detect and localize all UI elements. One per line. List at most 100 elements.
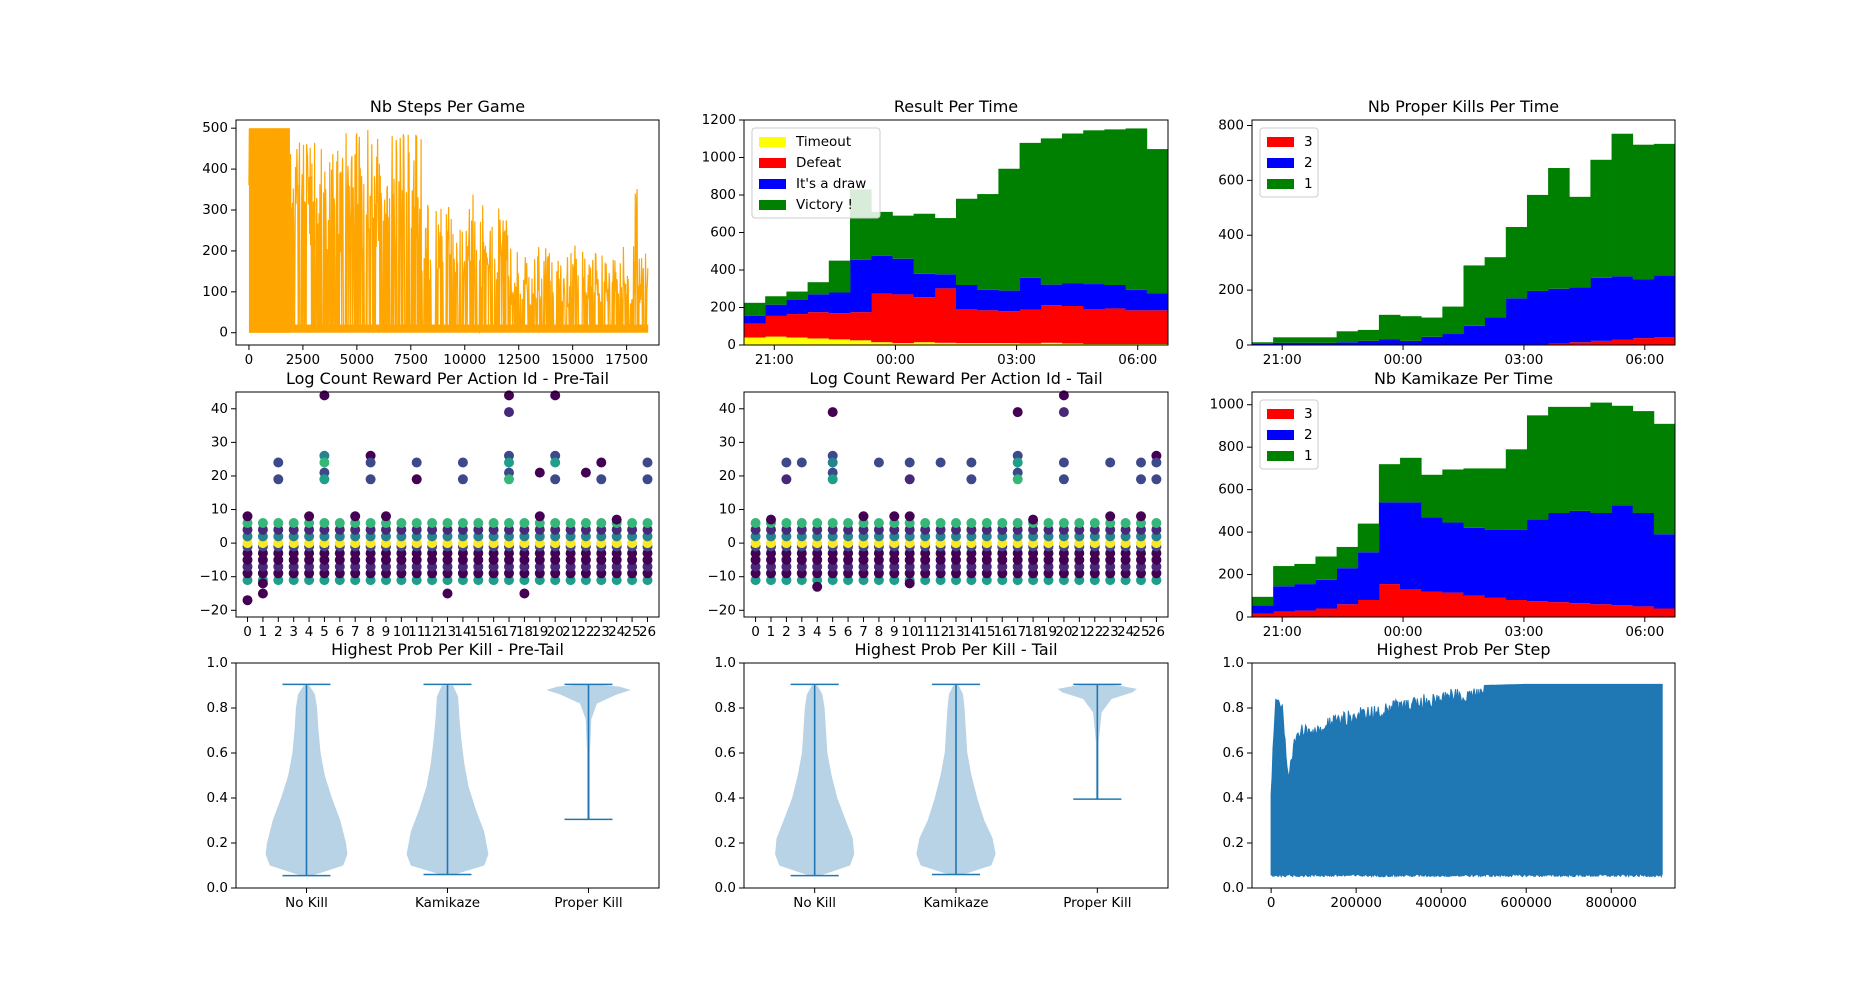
scatter-point (550, 457, 561, 468)
x-tick-label: 25 (623, 624, 640, 640)
bar-2 (1336, 342, 1359, 345)
bar-2 (1378, 339, 1401, 345)
legend-swatch (759, 158, 786, 168)
y-tick-label: 0.4 (715, 790, 736, 806)
scatter-point (457, 457, 468, 468)
bar-it-s-a-draw (850, 259, 872, 313)
bar-3 (1505, 600, 1528, 617)
x-tick-label: 00:00 (1384, 624, 1423, 640)
x-tick-label: 0 (751, 624, 760, 640)
y-tick-label: 400 (1218, 227, 1244, 243)
bar-2 (1526, 290, 1549, 345)
chart-title: Log Count Reward Per Action Id - Pre-Tai… (286, 369, 609, 388)
scatter-point (242, 595, 253, 606)
chart-result: Result Per Time 0 200 400 600 800 1000 1200 21:0… (702, 97, 1169, 368)
x-tick-label: 00:00 (1384, 352, 1423, 368)
x-tick-label: 26 (639, 624, 656, 640)
scatter-point (288, 518, 299, 528)
steps-base-band (248, 324, 649, 333)
scatter-point (781, 457, 792, 468)
bar-it-s-a-draw (934, 274, 957, 289)
x-tick-label: 13 (439, 624, 456, 640)
scatter-point (904, 474, 915, 485)
bar-1 (1357, 329, 1380, 341)
bar-2 (1569, 287, 1591, 343)
bar-1 (1463, 468, 1486, 528)
bar-2 (1442, 522, 1464, 593)
bar-3 (1653, 337, 1676, 345)
x-tick-label: 2500 (286, 352, 320, 368)
bar-3 (1378, 584, 1401, 617)
bar-3 (1315, 608, 1337, 617)
bar-1 (1442, 306, 1464, 335)
scatter-point (935, 457, 946, 468)
scatter-point (411, 474, 422, 485)
bar-1 (1569, 406, 1591, 511)
bar-3 (1569, 603, 1591, 617)
scatter-point (257, 588, 268, 599)
legend-swatch (759, 179, 786, 189)
chart-title: Highest Prob Per Kill - Pre-Tail (331, 640, 564, 659)
bar-victory (1062, 133, 1084, 284)
scatter-point (796, 457, 807, 468)
x-tick-label: 06:00 (1118, 352, 1157, 368)
bar-1 (1653, 143, 1676, 276)
scatter-point (611, 514, 622, 525)
scatter-point (1058, 407, 1069, 418)
bar-defeat (956, 309, 978, 344)
scatter-point (935, 518, 946, 528)
bar-victory (934, 218, 957, 275)
scatter-point (365, 518, 376, 528)
bar-2 (1632, 512, 1655, 607)
x-tick-label: 6 (844, 624, 853, 640)
scatter-point (1151, 518, 1162, 528)
y-tick-label: 20 (719, 468, 736, 484)
x-tick-label: 16 (994, 624, 1011, 640)
bar-victory (956, 198, 978, 285)
y-tick-label: 300 (202, 202, 228, 218)
bar-1 (1611, 405, 1634, 506)
bar-2 (1357, 552, 1380, 601)
bar-timeout (1062, 343, 1084, 345)
y-tick-label: 1.0 (1223, 655, 1244, 671)
x-tick-label: 23 (1102, 624, 1119, 640)
bar-2 (1505, 529, 1528, 601)
x-tick-label: 12 (932, 624, 949, 640)
bar-2 (1294, 342, 1316, 345)
bar-timeout (786, 337, 808, 345)
scatter-point (396, 518, 407, 528)
axes-frame (235, 119, 660, 346)
scatter-point (1074, 518, 1085, 528)
x-tick-label: 21 (562, 624, 579, 640)
bar-2 (1378, 502, 1401, 585)
x-tick-label: 17500 (605, 352, 648, 368)
bar-3 (1653, 608, 1676, 617)
bar-1 (1548, 168, 1570, 289)
bar-1 (1252, 596, 1274, 606)
scatter-point (796, 518, 807, 528)
bar-1 (1526, 194, 1549, 291)
bar-victory (786, 291, 808, 300)
bar-it-s-a-draw (786, 300, 808, 315)
y-tick-label: 0.0 (1223, 880, 1244, 896)
y-tick-label: −10 (200, 569, 229, 585)
scatter-point (1058, 474, 1069, 485)
bar-timeout (850, 340, 872, 345)
y-tick-label: 0.8 (715, 700, 736, 716)
x-tick-label: 4 (305, 624, 314, 640)
scatter-point (1151, 457, 1162, 468)
scatter-point (504, 518, 514, 528)
scatter-point (966, 518, 977, 528)
bar-2 (1421, 336, 1443, 345)
x-tick-label: 21 (1071, 624, 1088, 640)
chart-prob-per-step: Highest Prob Per Step 0.0 0.2 0.4 0.6 0.8 1.0 0… (1223, 640, 1676, 911)
scatter-point (827, 407, 838, 418)
x-tick-label: 14 (963, 624, 980, 640)
bar-2 (1400, 340, 1422, 345)
bar-1 (1653, 423, 1676, 535)
x-tick-label: 19 (1040, 624, 1057, 640)
bar-2 (1569, 510, 1591, 604)
scatter-point (827, 474, 838, 485)
bar-defeat (1062, 306, 1084, 344)
scatter-point (781, 518, 792, 528)
